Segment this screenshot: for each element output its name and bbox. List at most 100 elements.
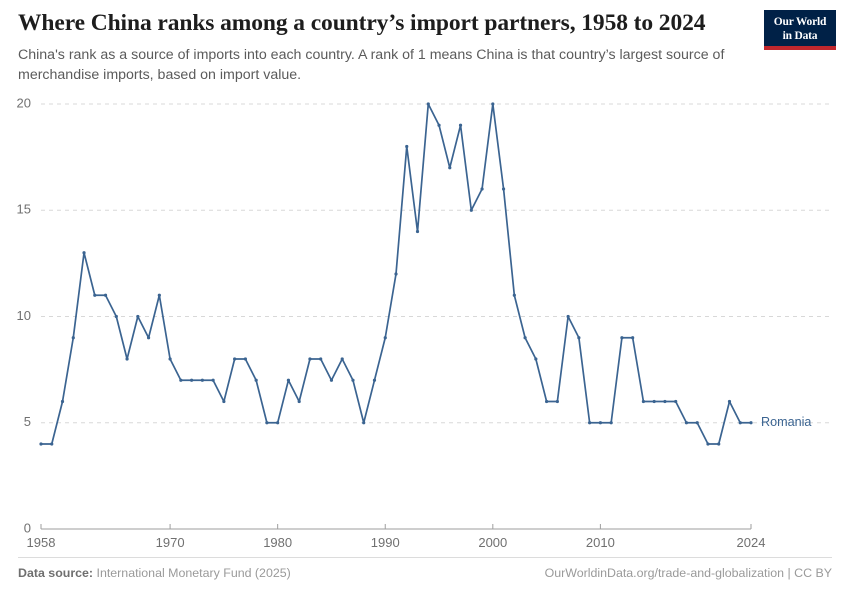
line-chart-svg[interactable]: 0 5 10 15 20 1958 1970 1980 1990 2000 2010 2024 Ro… — [0, 88, 850, 553]
chart-header: Where China ranks among a country’s impo… — [18, 10, 758, 85]
x-tick-label-1970: 1970 — [156, 535, 185, 550]
data-point[interactable] — [545, 399, 549, 404]
data-point[interactable] — [93, 293, 97, 297]
data-point[interactable] — [663, 399, 667, 404]
data-point[interactable] — [394, 272, 398, 276]
data-point[interactable] — [319, 357, 323, 361]
data-source-label: Data source: — [18, 566, 97, 580]
footer-divider — [18, 557, 832, 558]
data-point[interactable] — [39, 442, 43, 446]
data-point[interactable] — [114, 314, 118, 319]
data-point[interactable] — [82, 251, 86, 255]
data-point[interactable] — [190, 378, 194, 382]
data-point[interactable] — [329, 378, 334, 382]
data-point[interactable] — [383, 336, 387, 340]
data-point[interactable] — [674, 399, 678, 404]
data-point[interactable] — [265, 421, 269, 425]
data-point[interactable] — [60, 399, 65, 404]
data-point[interactable] — [286, 378, 291, 382]
data-point[interactable] — [179, 378, 183, 382]
data-point[interactable] — [555, 399, 559, 404]
data-point[interactable] — [598, 421, 602, 425]
data-point[interactable] — [641, 399, 646, 404]
data-point[interactable] — [372, 378, 377, 382]
data-point[interactable] — [362, 421, 366, 425]
data-point[interactable] — [254, 378, 258, 382]
data-point[interactable] — [631, 336, 635, 340]
data-point[interactable] — [276, 421, 280, 425]
data-point[interactable] — [749, 421, 753, 425]
data-point[interactable] — [200, 378, 204, 382]
data-point[interactable] — [588, 421, 592, 425]
data-point[interactable] — [146, 336, 151, 340]
data-point[interactable] — [308, 357, 312, 361]
data-point[interactable] — [426, 102, 430, 106]
data-point[interactable] — [620, 336, 624, 340]
x-tick-label-2010: 2010 — [586, 535, 615, 550]
data-point[interactable] — [458, 123, 463, 127]
x-axis — [40, 524, 752, 530]
data-point[interactable] — [448, 166, 452, 170]
chart-footer: Data source: International Monetary Fund… — [18, 566, 832, 580]
data-point[interactable] — [652, 399, 656, 404]
data-point[interactable] — [136, 314, 140, 319]
page-title: Where China ranks among a country’s impo… — [18, 10, 706, 36]
x-tick-label-1980: 1980 — [263, 535, 292, 550]
y-tick-label-10: 10 — [17, 308, 31, 323]
data-point[interactable] — [125, 357, 129, 361]
chart-subtitle: China's rank as a source of imports into… — [18, 46, 725, 83]
y-tick-label-20: 20 — [17, 95, 31, 110]
data-point[interactable] — [469, 208, 473, 212]
data-point[interactable] — [351, 378, 355, 382]
x-axis-tick-labels: 1958 1970 1980 1990 2000 2010 2024 — [27, 535, 766, 550]
data-point[interactable] — [727, 399, 732, 404]
attribution-link[interactable]: OurWorldinData.org/trade-and-globalizati… — [544, 566, 832, 580]
data-point[interactable] — [297, 399, 301, 404]
x-tick-label-2000: 2000 — [478, 535, 507, 550]
logo-line-1: Our World — [773, 16, 827, 28]
data-point[interactable] — [512, 293, 516, 297]
data-point[interactable] — [738, 421, 742, 425]
data-point[interactable] — [233, 357, 237, 361]
logo-line-2: in Data — [782, 30, 818, 43]
data-point[interactable] — [222, 399, 226, 404]
data-point[interactable] — [566, 314, 570, 319]
data-point[interactable] — [50, 442, 54, 446]
data-point[interactable] — [71, 336, 75, 340]
data-point[interactable] — [480, 187, 484, 191]
data-source: Data source: International Monetary Fund… — [18, 566, 291, 580]
data-point[interactable] — [695, 421, 699, 425]
data-point[interactable] — [157, 293, 161, 297]
series-legend-labels[interactable]: Romania — [761, 415, 811, 429]
y-tick-label-5: 5 — [24, 414, 31, 429]
data-series-group[interactable] — [39, 102, 753, 446]
data-point[interactable] — [211, 378, 215, 382]
data-point[interactable] — [340, 357, 344, 361]
y-tick-label-15: 15 — [17, 202, 31, 217]
data-point[interactable] — [577, 336, 581, 340]
data-point[interactable] — [717, 442, 721, 446]
x-tick-label-1990: 1990 — [371, 535, 400, 550]
series-label-0[interactable]: Romania — [761, 415, 811, 429]
data-point[interactable] — [534, 357, 538, 361]
data-point[interactable] — [103, 293, 108, 297]
data-point[interactable] — [706, 442, 710, 446]
data-point[interactable] — [491, 102, 495, 106]
our-world-in-data-logo[interactable]: Our World in Data — [764, 10, 836, 50]
data-point[interactable] — [501, 187, 506, 191]
x-tick-label-1958: 1958 — [27, 535, 56, 550]
chart-plot-area[interactable]: 0 5 10 15 20 1958 1970 1980 1990 2000 2010 2024 Ro… — [0, 88, 850, 553]
x-tick-label-2024: 2024 — [737, 535, 766, 550]
data-point[interactable] — [684, 421, 689, 425]
data-point[interactable] — [609, 421, 613, 425]
gridlines — [41, 103, 830, 424]
data-point[interactable] — [415, 229, 420, 234]
data-point[interactable] — [405, 144, 409, 149]
y-axis-tick-labels: 0 5 10 15 20 — [17, 95, 31, 535]
data-point[interactable] — [523, 336, 527, 340]
data-point[interactable] — [243, 357, 247, 361]
data-source-value: International Monetary Fund (2025) — [96, 566, 291, 580]
data-point[interactable] — [168, 357, 172, 361]
data-point[interactable] — [437, 123, 441, 127]
